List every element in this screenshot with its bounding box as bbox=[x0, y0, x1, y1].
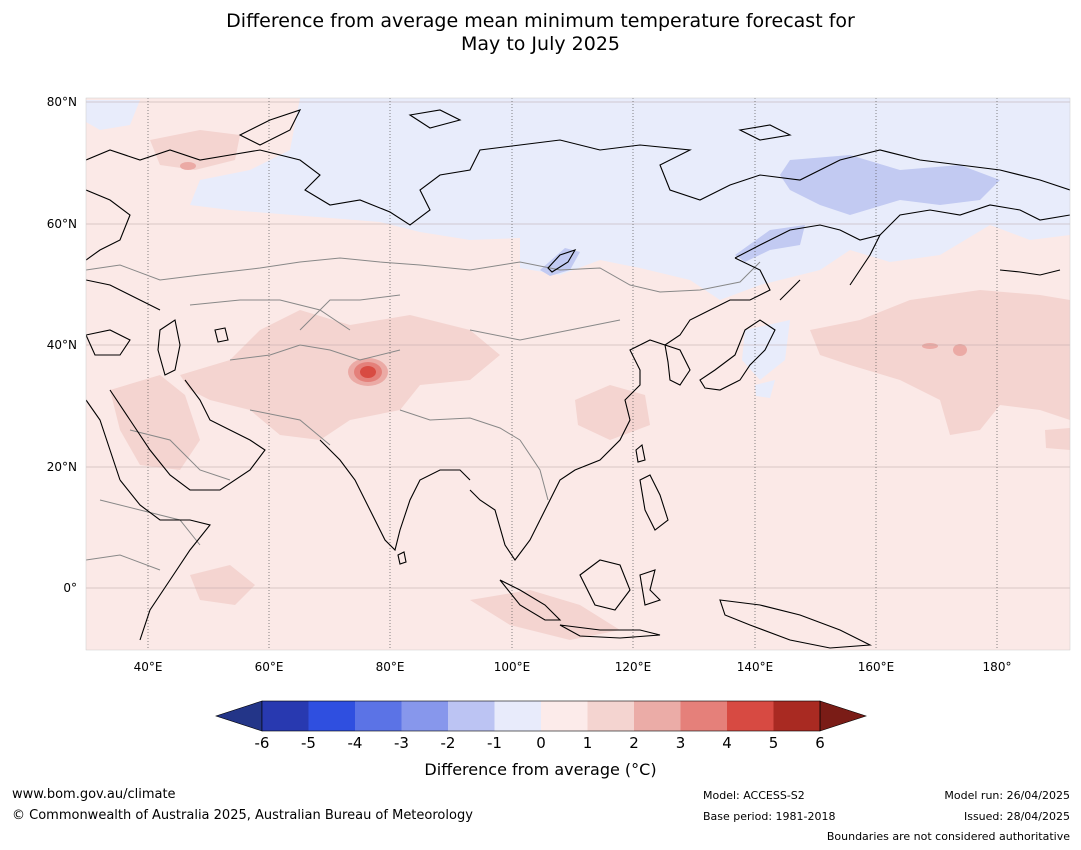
title-line-2: May to July 2025 bbox=[461, 33, 620, 55]
anomaly-map: 80°N 60°N 40°N 20°N 0° 40°E 60°E 80°E 10… bbox=[47, 95, 1071, 674]
colorbar-tick-label: -2 bbox=[441, 734, 456, 752]
cool-region-small bbox=[755, 380, 775, 398]
warm-region-arabia bbox=[110, 375, 200, 470]
warm-spot-pacific bbox=[953, 344, 967, 356]
lon-label-40e: 40°E bbox=[134, 660, 163, 674]
colorbar-tick-label: -3 bbox=[394, 734, 409, 752]
coastlines bbox=[86, 109, 1070, 649]
model-run-text: Model run: 26/04/2025 bbox=[944, 789, 1070, 802]
colorbar-tick-label: 4 bbox=[722, 734, 732, 752]
lon-label-140e: 140°E bbox=[737, 660, 774, 674]
colorbar-segment bbox=[448, 701, 495, 731]
latitude-gridlines bbox=[86, 101, 1070, 589]
longitude-labels: 40°E 60°E 80°E 100°E 120°E 140°E 160°E 1… bbox=[134, 660, 1012, 674]
warm-region-scandinavia bbox=[150, 130, 240, 170]
cool-region-europe bbox=[86, 100, 140, 130]
chart-title: Difference from average mean minimum tem… bbox=[0, 10, 1081, 56]
warm-region-africa-east bbox=[190, 565, 255, 605]
colorbar-segment bbox=[634, 701, 681, 731]
warm-spot-scandinavia bbox=[180, 162, 196, 170]
cool-region-okhotsk bbox=[735, 225, 805, 262]
colorbar-ticks: -6 -5 -4 -3 -2 -1 0 1 2 3 4 5 6 bbox=[255, 734, 825, 752]
colorbar-arrow-right bbox=[819, 700, 867, 732]
colorbar-segment bbox=[773, 701, 820, 731]
colorbar-segment bbox=[494, 701, 541, 731]
cool-region-japan bbox=[742, 320, 790, 380]
colorbar-segment bbox=[355, 701, 402, 731]
colorbar-segment bbox=[308, 701, 355, 731]
issued-text: Issued: 28/04/2025 bbox=[963, 810, 1070, 823]
lon-label-180: 180° bbox=[983, 660, 1012, 674]
colorbar-tick-label: -6 bbox=[255, 734, 270, 752]
colorbar-segment bbox=[262, 701, 309, 731]
latitude-labels: 80°N 60°N 40°N 20°N 0° bbox=[47, 95, 77, 595]
lat-label-0: 0° bbox=[63, 581, 77, 595]
lon-label-120e: 120°E bbox=[615, 660, 652, 674]
lat-label-60n: 60°N bbox=[47, 217, 77, 231]
cool-region-siberia bbox=[780, 155, 1000, 215]
colorbar-tick-label: 5 bbox=[769, 734, 779, 752]
colorbar-label: Difference from average (°C) bbox=[424, 760, 657, 779]
colorbar: -6 -5 -4 -3 -2 -1 0 1 2 3 4 5 6 bbox=[215, 700, 867, 752]
colorbar-tick-label: 2 bbox=[629, 734, 639, 752]
lat-label-20n: 20°N bbox=[47, 460, 77, 474]
lat-label-40n: 40°N bbox=[47, 338, 77, 352]
warm-region-far-east bbox=[1045, 428, 1070, 450]
warm-spot-pacific-2 bbox=[922, 343, 938, 349]
lon-label-80e: 80°E bbox=[376, 660, 405, 674]
lon-label-100e: 100°E bbox=[494, 660, 531, 674]
base-period-text: Base period: 1981-2018 bbox=[703, 810, 836, 823]
lat-label-80n: 80°N bbox=[47, 95, 77, 109]
colorbar-segment bbox=[680, 701, 727, 731]
colorbar-tick-label: -5 bbox=[301, 734, 316, 752]
colorbar-tick-label: 0 bbox=[536, 734, 546, 752]
colorbar-tick-label: -4 bbox=[348, 734, 363, 752]
map-frame bbox=[85, 97, 1071, 651]
copyright-text: © Commonwealth of Australia 2025, Austra… bbox=[12, 808, 473, 823]
colorbar-outline bbox=[261, 700, 821, 732]
cool-region-north-eurasia bbox=[190, 98, 1070, 300]
title-line-1: Difference from average mean minimum tem… bbox=[226, 10, 855, 32]
colorbar-segment bbox=[587, 701, 634, 731]
lon-label-60e: 60°E bbox=[255, 660, 284, 674]
model-text: Model: ACCESS-S2 bbox=[703, 789, 805, 802]
country-borders bbox=[86, 257, 761, 571]
colorbar-tick-label: -1 bbox=[487, 734, 502, 752]
colorbar-segment bbox=[541, 701, 588, 731]
warm-region-central-asia bbox=[180, 310, 500, 440]
colorbar-tick-label: 1 bbox=[583, 734, 593, 752]
warm-region-pacific bbox=[810, 290, 1070, 435]
colorbar-tick-label: 3 bbox=[676, 734, 686, 752]
lon-label-160e: 160°E bbox=[858, 660, 895, 674]
longitude-gridlines bbox=[147, 98, 998, 650]
colorbar-segments bbox=[215, 700, 867, 732]
warm-region-china bbox=[575, 385, 650, 440]
disclaimer-text: Boundaries are not considered authoritat… bbox=[826, 830, 1070, 843]
colorbar-tick-label: 6 bbox=[815, 734, 825, 752]
colorbar-segment bbox=[727, 701, 774, 731]
warm-hotspot-inner bbox=[360, 366, 376, 378]
website-link[interactable]: www.bom.gov.au/climate bbox=[12, 787, 176, 802]
colorbar-arrow-left bbox=[215, 700, 263, 732]
colorbar-segment bbox=[401, 701, 448, 731]
